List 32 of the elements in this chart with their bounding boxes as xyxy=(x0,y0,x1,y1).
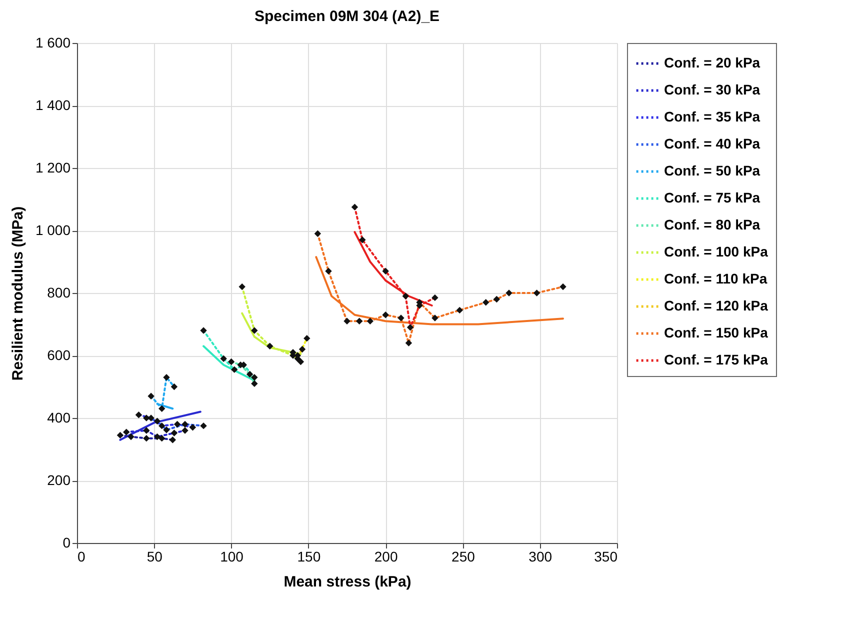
y-tick-label: 0 xyxy=(62,534,71,550)
x-tick-label: 350 xyxy=(594,548,618,564)
legend-label: Conf. = 50 kPa xyxy=(664,162,760,178)
x-axis-title: Mean stress (kPa) xyxy=(284,574,412,590)
legend-label: Conf. = 100 kPa xyxy=(664,244,768,260)
y-tick-label: 200 xyxy=(47,472,71,488)
legend-label: Conf. = 75 kPa xyxy=(664,190,760,206)
y-tick-label: 600 xyxy=(47,347,71,363)
legend-label: Conf. = 20 kPa xyxy=(664,54,760,70)
y-tick-label: 800 xyxy=(47,284,71,300)
y-tick-label: 1 000 xyxy=(35,222,71,238)
x-tick-label: 0 xyxy=(78,548,86,564)
legend-label: Conf. = 35 kPa xyxy=(664,108,760,124)
x-tick-label: 100 xyxy=(220,548,244,564)
legend-label: Conf. = 30 kPa xyxy=(664,82,760,98)
legend-label: Conf. = 175 kPa xyxy=(664,352,768,368)
y-tick-label: 1 600 xyxy=(35,34,71,50)
x-tick-label: 150 xyxy=(297,548,321,564)
y-tick-label: 400 xyxy=(47,410,71,426)
x-tick-label: 250 xyxy=(452,548,476,564)
chart-title: Specimen 09M 304 (A2)_E xyxy=(254,8,440,25)
x-tick-label: 50 xyxy=(146,548,163,564)
y-tick-label: 1 400 xyxy=(35,97,71,113)
legend-label: Conf. = 120 kPa xyxy=(664,298,768,314)
legend-label: Conf. = 80 kPa xyxy=(664,216,760,232)
x-tick-label: 300 xyxy=(528,548,552,564)
y-axis-title: Resilient modulus (MPa) xyxy=(9,206,26,381)
legend-label: Conf. = 40 kPa xyxy=(664,136,760,152)
legend-label: Conf. = 110 kPa xyxy=(664,270,768,286)
y-tick-label: 1 200 xyxy=(35,160,71,176)
legend-label: Conf. = 150 kPa xyxy=(664,324,768,340)
x-tick-label: 200 xyxy=(374,548,398,564)
